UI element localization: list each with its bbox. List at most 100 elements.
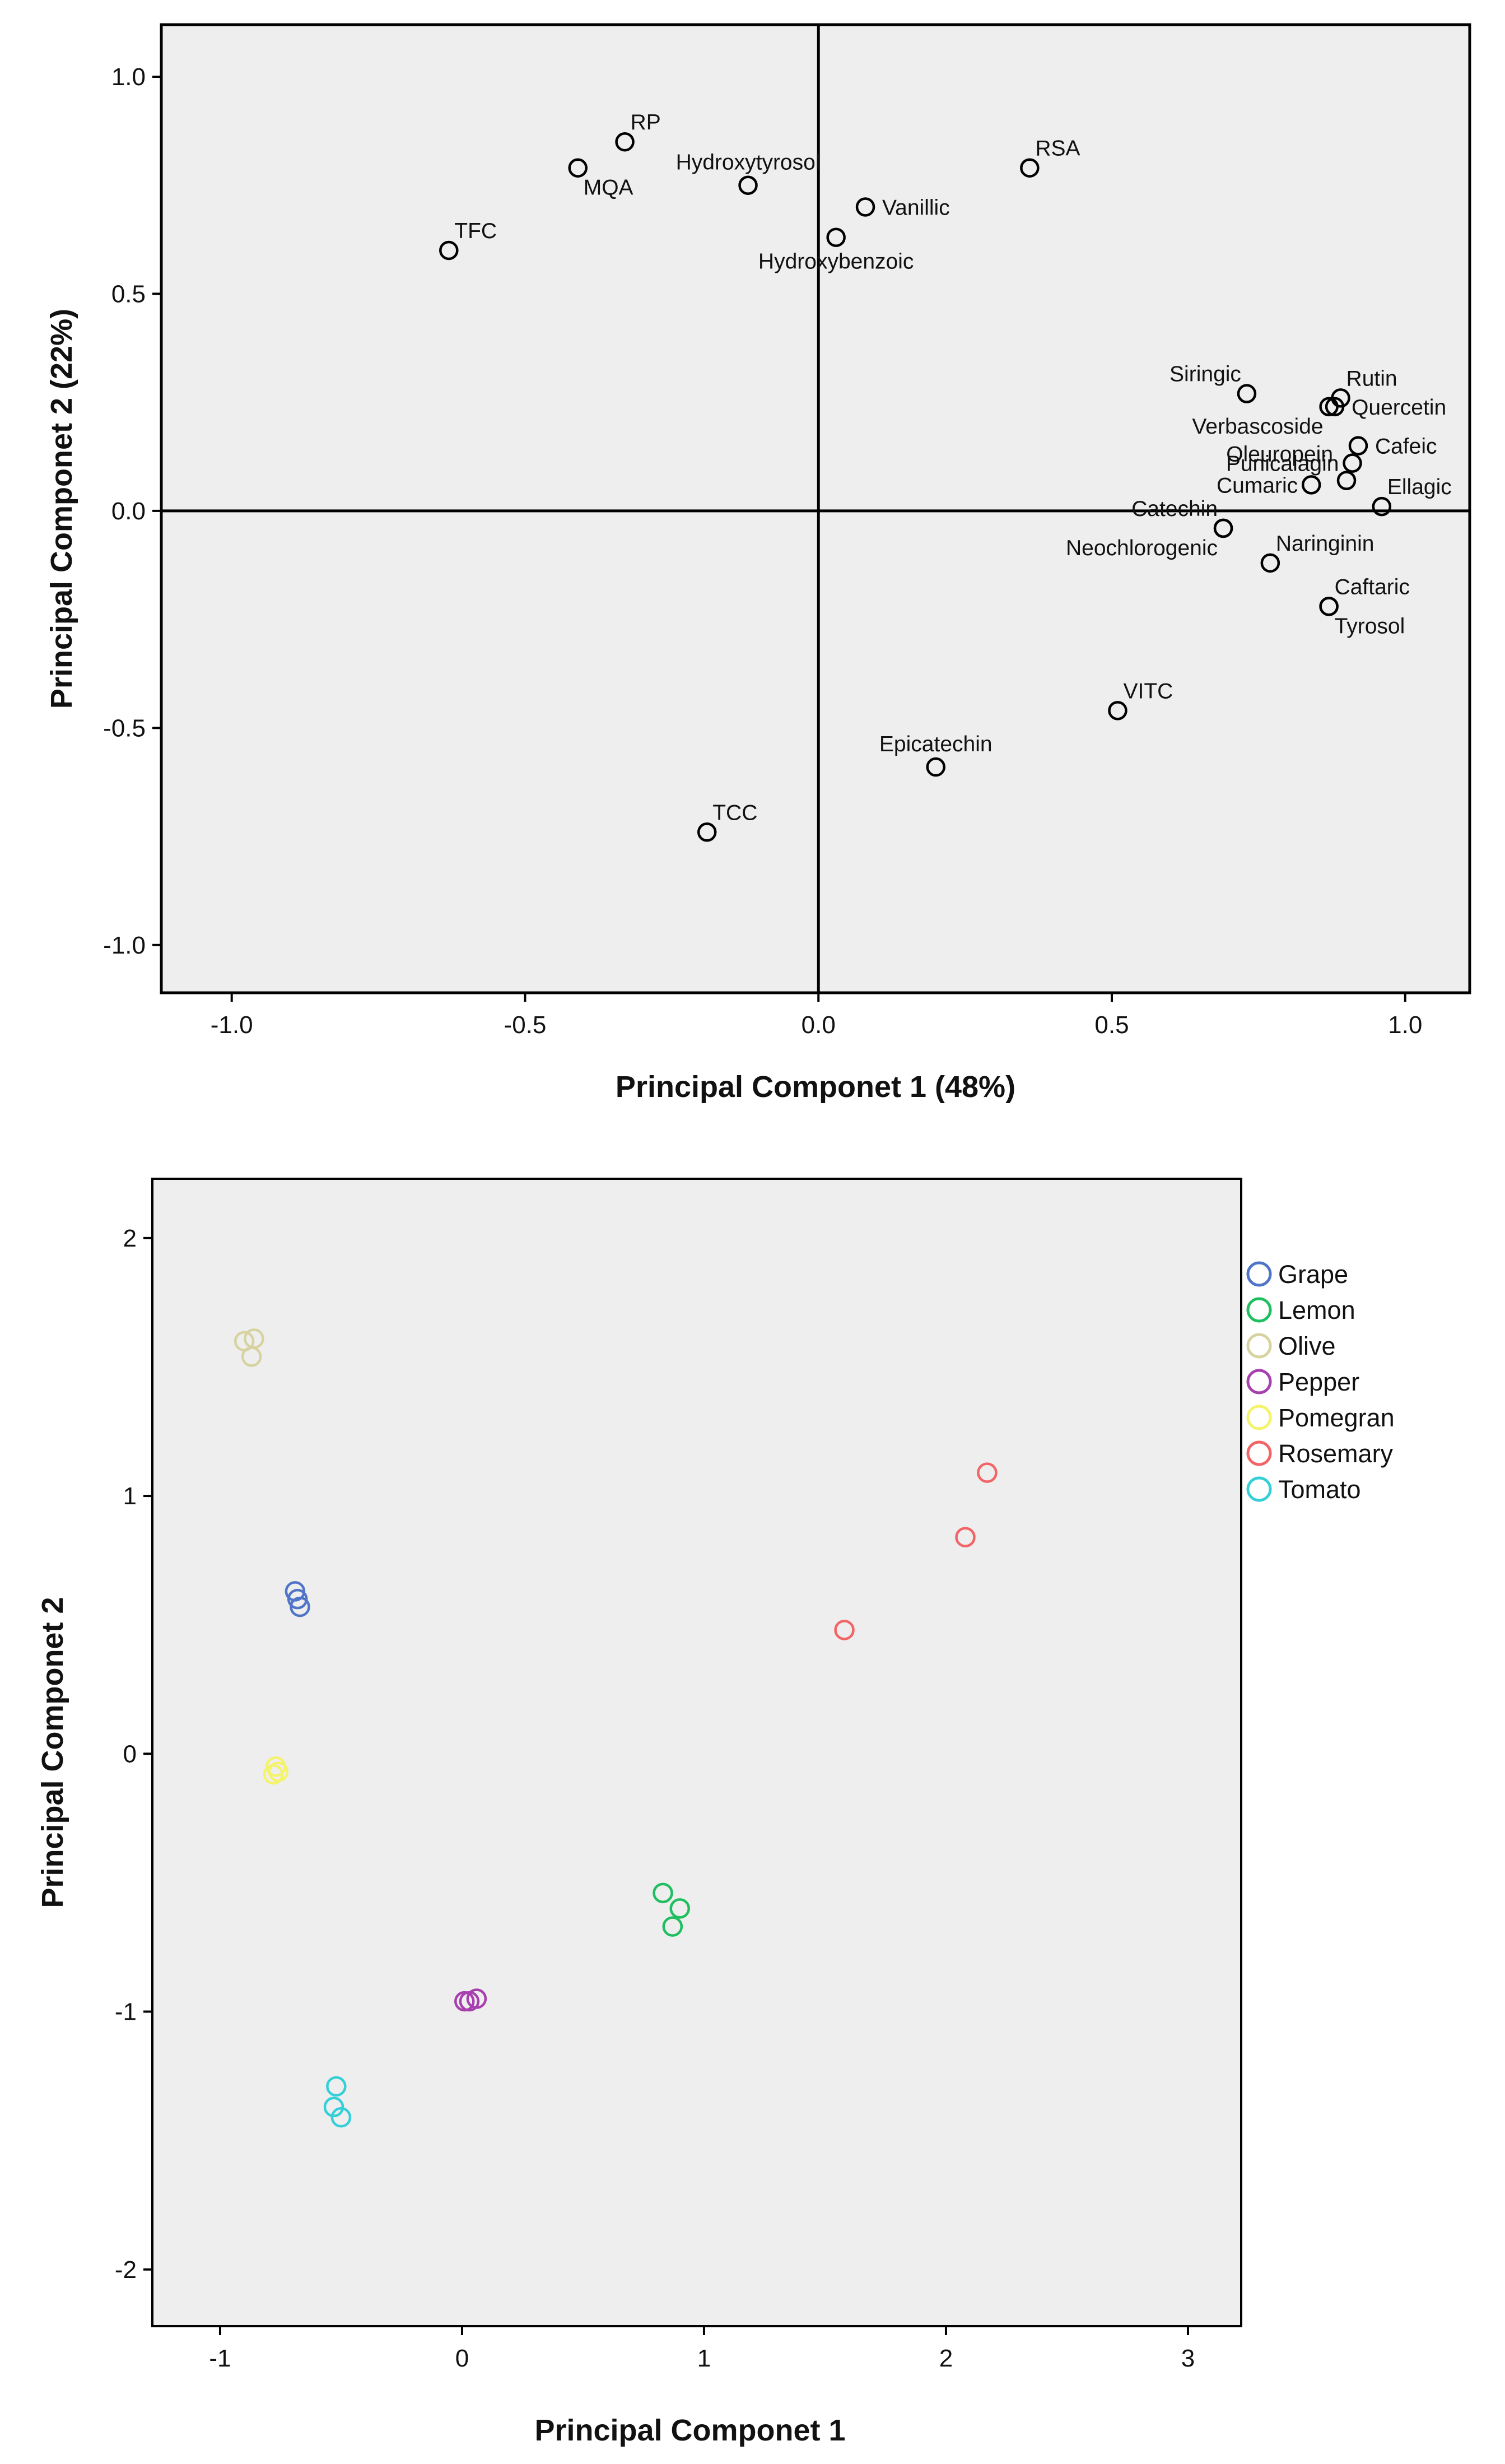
x-tick-label: 0 — [455, 2345, 469, 2372]
loading-point — [855, 197, 875, 217]
scores-legend: Grape Lemon Olive Pepper Pomegran Rosemary Tom… — [1246, 1260, 1395, 1504]
point-label: Siringic — [1169, 362, 1241, 387]
x-tick-label: -1 — [209, 2345, 231, 2372]
loading-point — [1020, 158, 1040, 178]
point-label: Verbascoside — [1192, 415, 1323, 439]
legend-label-lemon: Lemon — [1278, 1296, 1355, 1324]
loadings-chart: -1.0 -0.5 0.0 0.5 1.0 -1.0 -0.5 0.0 0.5 1.0 RP MQ… — [45, 23, 1471, 1104]
y-tick-label: -0.5 — [103, 714, 146, 742]
loadings-x-axis-title: Principal Componet 1 (48%) — [616, 1070, 1015, 1104]
point-label: Hydroxybenzoic — [758, 250, 914, 274]
y-tick-label: 0.0 — [111, 498, 146, 525]
point-label: RSA — [1035, 137, 1080, 161]
legend-marker-grape — [1246, 1261, 1272, 1287]
score-point-rosemary — [834, 1620, 855, 1640]
legend-label-rosemary: Rosemary — [1278, 1439, 1394, 1468]
y-tick-label: 2 — [123, 1225, 137, 1252]
loading-point — [1108, 701, 1127, 720]
legend-label-olive: Olive — [1278, 1332, 1336, 1360]
y-tick-label: -2 — [115, 2256, 137, 2284]
scores-y-axis-title: Principal Componet 2 — [36, 1597, 69, 1908]
loading-point — [697, 822, 717, 842]
x-tick-label: 3 — [1181, 2345, 1195, 2372]
loading-point — [439, 240, 459, 261]
point-label: TFC — [454, 219, 497, 243]
point-label: TCC — [712, 801, 757, 825]
point-label: VITC — [1123, 679, 1173, 703]
point-label: Rutin — [1346, 366, 1397, 390]
loadings-plot-area — [160, 23, 1471, 994]
x-tick-label: -0.5 — [504, 1011, 547, 1039]
point-label: Vanillic — [882, 196, 950, 220]
legend-label-tomato: Tomato — [1278, 1475, 1361, 1504]
loading-point — [1325, 397, 1345, 417]
x-tick-label: 1 — [697, 2345, 711, 2372]
scores-x-axis: -1 0 1 2 3 — [209, 2326, 1195, 2372]
legend-label-pepper: Pepper — [1278, 1368, 1359, 1396]
loading-point — [615, 132, 635, 152]
legend-label-pomegran: Pomegran — [1278, 1403, 1395, 1432]
y-tick-label: 0.5 — [111, 280, 146, 308]
y-tick-label: 1 — [123, 1482, 137, 1510]
loading-point — [926, 757, 945, 777]
point-label: Quercetin — [1352, 396, 1446, 420]
score-point-lemon — [669, 1898, 691, 1919]
loading-point — [1260, 553, 1280, 573]
legend-marker-lemon — [1246, 1297, 1272, 1323]
loadings-x-axis: -1.0 -0.5 0.0 0.5 1.0 — [211, 993, 1422, 1039]
legend-label-grape: Grape — [1278, 1260, 1348, 1289]
loading-point — [738, 175, 758, 195]
point-label: Hydroxytyrosol — [676, 151, 821, 175]
scores-plot-area — [151, 1178, 1242, 2327]
score-point-grape — [290, 1596, 310, 1617]
score-point-tomato — [323, 2096, 344, 2118]
x-tick-label: 1.0 — [1388, 1011, 1422, 1039]
point-label: Ellagic — [1387, 475, 1452, 499]
point-label: RP — [631, 110, 661, 134]
score-point-rosemary — [977, 1462, 998, 1483]
x-tick-label: -1.0 — [211, 1011, 253, 1039]
score-point-olive — [241, 1346, 262, 1367]
point-label: Cumaric — [1217, 473, 1298, 498]
score-point-tomato — [326, 2076, 347, 2097]
point-label: Naringinin — [1276, 532, 1374, 556]
point-label: Cafeic — [1375, 435, 1437, 459]
loading-point — [826, 227, 846, 247]
legend-marker-rosemary — [1246, 1440, 1272, 1466]
x-tick-label: 0.0 — [802, 1011, 836, 1039]
loadings-points: RP MQA Hydroxytyrosol TFC RSA Vanillic Hydroxy… — [439, 110, 1452, 842]
loading-point — [1348, 436, 1368, 455]
loadings-reference-lines — [161, 25, 1470, 993]
loading-point — [1319, 597, 1339, 616]
score-point-lemon — [653, 1882, 673, 1904]
point-label: MQA — [584, 176, 633, 200]
scores-y-axis: -2 -1 0 1 2 — [115, 1225, 152, 2284]
score-point-tomato — [330, 2107, 352, 2128]
y-tick-label: 0 — [123, 1740, 137, 1768]
loading-point — [568, 158, 588, 178]
loadings-y-axis-title: Principal Componet 2 (22%) — [45, 309, 78, 709]
point-label: Caftaric — [1335, 575, 1410, 599]
loading-point — [1343, 453, 1362, 473]
y-tick-label: -1.0 — [103, 932, 146, 959]
score-point-pepper — [466, 1988, 487, 2009]
loading-point — [1237, 384, 1257, 403]
scores-chart: -1 0 1 2 3 -2 -1 0 1 2 Grape Lemon Olive Pepper Pome… — [36, 1178, 1395, 2447]
legend-marker-olive — [1246, 1333, 1272, 1359]
loading-point — [1213, 518, 1233, 538]
loading-point — [1336, 471, 1357, 490]
point-label: Catechin — [1131, 497, 1218, 521]
legend-marker-tomato — [1246, 1476, 1272, 1502]
point-label: Punicalagin — [1226, 452, 1339, 476]
loading-point — [1372, 496, 1392, 517]
loadings-y-axis: -1.0 -0.5 0.0 0.5 1.0 — [103, 63, 161, 959]
point-label: Tyrosol — [1335, 614, 1405, 638]
x-tick-label: 0.5 — [1094, 1011, 1129, 1039]
scores-x-axis-title: Principal Componet 1 — [534, 2414, 845, 2447]
x-tick-label: 2 — [939, 2345, 953, 2372]
legend-marker-pepper — [1246, 1369, 1272, 1394]
point-label: Epicatechin — [879, 732, 993, 756]
score-point-pomegran — [268, 1761, 288, 1782]
loading-point — [1319, 397, 1339, 417]
